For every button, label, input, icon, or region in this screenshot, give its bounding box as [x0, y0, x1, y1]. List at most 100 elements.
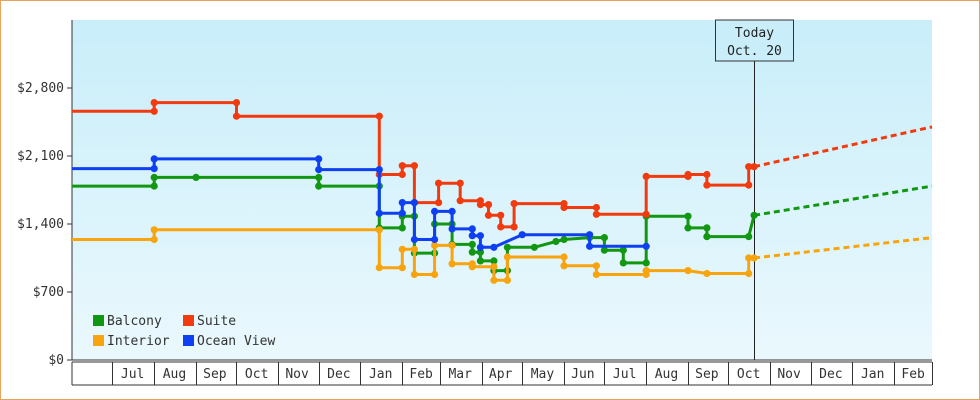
data-point-balcony[interactable] — [703, 224, 711, 232]
data-point-balcony[interactable] — [315, 182, 323, 190]
data-point-ocean-view[interactable] — [431, 207, 439, 215]
data-point-interior[interactable] — [398, 245, 406, 253]
data-point-ocean-view[interactable] — [398, 199, 406, 207]
data-point-balcony[interactable] — [150, 173, 158, 181]
data-point-suite[interactable] — [456, 197, 464, 205]
data-point-ocean-view[interactable] — [490, 243, 498, 251]
data-point-suite[interactable] — [435, 199, 443, 207]
data-point-suite[interactable] — [642, 172, 650, 180]
data-point-suite[interactable] — [745, 181, 753, 189]
data-point-ocean-view[interactable] — [586, 242, 594, 250]
data-point-suite[interactable] — [703, 181, 711, 189]
data-point-interior[interactable] — [410, 270, 418, 279]
data-point-suite[interactable] — [750, 163, 758, 171]
data-point-balcony[interactable] — [468, 248, 476, 256]
data-point-balcony[interactable] — [398, 224, 406, 232]
data-point-interior[interactable] — [592, 270, 601, 279]
data-point-ocean-view[interactable] — [468, 232, 476, 240]
data-point-ocean-view[interactable] — [375, 166, 383, 174]
data-point-suite[interactable] — [497, 223, 505, 231]
data-point-interior[interactable] — [503, 253, 511, 261]
data-point-balcony[interactable] — [490, 257, 498, 265]
data-point-interior[interactable] — [490, 276, 498, 284]
data-point-suite[interactable] — [398, 170, 406, 179]
data-point-balcony[interactable] — [552, 237, 560, 246]
data-point-suite[interactable] — [410, 162, 418, 170]
data-point-interior[interactable] — [448, 241, 456, 249]
data-point-interior[interactable] — [703, 269, 711, 278]
data-point-ocean-view[interactable] — [448, 207, 456, 215]
data-point-interior[interactable] — [468, 263, 476, 271]
data-point-suite[interactable] — [150, 107, 158, 115]
data-point-ocean-view[interactable] — [410, 199, 418, 207]
data-point-balcony[interactable] — [684, 224, 692, 232]
data-point-interior[interactable] — [750, 254, 758, 262]
data-point-ocean-view[interactable] — [410, 235, 418, 244]
data-point-interior[interactable] — [375, 264, 383, 272]
data-point-suite[interactable] — [703, 170, 711, 179]
data-point-balcony[interactable] — [600, 246, 609, 254]
data-point-suite[interactable] — [592, 210, 601, 218]
data-point-interior[interactable] — [375, 226, 383, 234]
data-point-interior[interactable] — [684, 267, 692, 275]
data-point-balcony[interactable] — [476, 257, 484, 265]
data-point-ocean-view[interactable] — [398, 209, 406, 217]
data-point-ocean-view[interactable] — [375, 209, 383, 217]
data-point-balcony[interactable] — [560, 235, 568, 244]
data-point-suite[interactable] — [398, 162, 406, 170]
data-point-interior[interactable] — [431, 241, 439, 249]
data-point-ocean-view[interactable] — [518, 231, 526, 239]
data-point-ocean-view[interactable] — [586, 231, 594, 239]
data-point-balcony[interactable] — [684, 212, 692, 220]
data-point-suite[interactable] — [476, 201, 484, 209]
data-point-ocean-view[interactable] — [150, 165, 158, 173]
data-point-ocean-view[interactable] — [315, 166, 323, 174]
data-point-suite[interactable] — [232, 112, 241, 120]
data-point-suite[interactable] — [592, 203, 601, 212]
data-point-ocean-view[interactable] — [448, 225, 456, 233]
data-point-interior[interactable] — [503, 276, 511, 284]
data-point-suite[interactable] — [456, 179, 464, 187]
data-point-suite[interactable] — [510, 223, 518, 231]
data-point-ocean-view[interactable] — [431, 235, 439, 244]
data-point-balcony[interactable] — [750, 211, 758, 219]
data-point-balcony[interactable] — [530, 243, 539, 251]
data-point-suite[interactable] — [484, 201, 493, 209]
data-point-suite[interactable] — [150, 99, 158, 107]
data-point-suite[interactable] — [497, 211, 505, 219]
data-point-suite[interactable] — [232, 99, 241, 107]
data-point-suite[interactable] — [375, 112, 383, 120]
data-point-interior[interactable] — [490, 263, 498, 271]
data-point-interior[interactable] — [560, 262, 568, 270]
data-point-ocean-view[interactable] — [468, 225, 476, 233]
data-point-interior[interactable] — [745, 269, 753, 278]
data-point-interior[interactable] — [398, 264, 406, 272]
data-point-balcony[interactable] — [150, 182, 158, 190]
data-point-interior[interactable] — [150, 235, 158, 244]
data-point-ocean-view[interactable] — [476, 232, 484, 240]
data-point-interior[interactable] — [592, 262, 601, 270]
data-point-ocean-view[interactable] — [315, 155, 323, 163]
data-point-suite[interactable] — [560, 203, 568, 212]
data-point-balcony[interactable] — [642, 259, 650, 267]
data-point-suite[interactable] — [684, 170, 692, 179]
data-point-ocean-view[interactable] — [150, 155, 158, 163]
data-point-suite[interactable] — [642, 210, 650, 218]
data-point-balcony[interactable] — [745, 233, 753, 241]
data-point-interior[interactable] — [745, 254, 753, 262]
data-point-suite[interactable] — [510, 200, 518, 208]
data-point-ocean-view[interactable] — [642, 242, 650, 250]
data-point-suite[interactable] — [745, 163, 753, 171]
data-point-interior[interactable] — [642, 267, 650, 275]
data-point-balcony[interactable] — [468, 240, 476, 248]
data-point-ocean-view[interactable] — [476, 243, 484, 251]
data-point-balcony[interactable] — [503, 243, 511, 251]
data-point-balcony[interactable] — [192, 173, 200, 181]
data-point-interior[interactable] — [410, 245, 418, 253]
data-point-balcony[interactable] — [619, 259, 627, 267]
data-point-balcony[interactable] — [703, 233, 711, 241]
data-point-interior[interactable] — [150, 226, 158, 234]
data-point-interior[interactable] — [560, 253, 568, 261]
data-point-interior[interactable] — [431, 270, 439, 279]
data-point-balcony[interactable] — [600, 234, 609, 242]
